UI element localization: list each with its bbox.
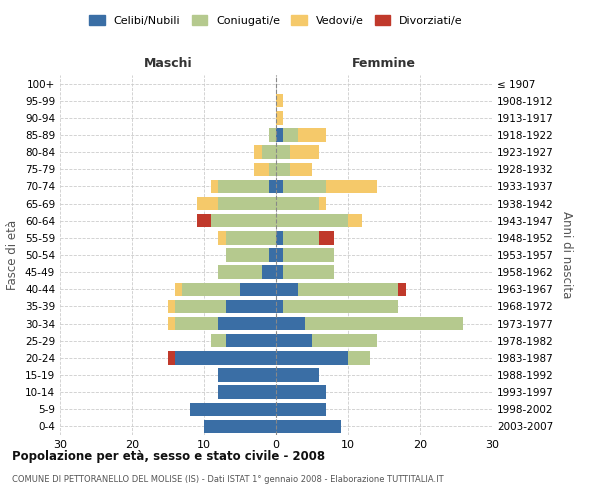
Bar — [168, 317, 175, 330]
Bar — [182, 282, 240, 296]
Bar — [283, 128, 298, 141]
Bar — [269, 180, 276, 193]
Bar — [276, 197, 319, 210]
Bar — [312, 334, 377, 347]
Bar — [326, 180, 377, 193]
Bar — [226, 300, 276, 313]
Bar — [269, 162, 276, 176]
Bar — [276, 180, 283, 193]
Y-axis label: Fasce di età: Fasce di età — [7, 220, 19, 290]
Bar — [168, 351, 175, 364]
Bar — [276, 368, 319, 382]
Text: COMUNE DI PETTORANELLO DEL MOLISE (IS) - Dati ISTAT 1° gennaio 2008 - Elaborazio: COMUNE DI PETTORANELLO DEL MOLISE (IS) -… — [12, 475, 443, 484]
Bar — [276, 317, 305, 330]
Bar — [218, 386, 276, 399]
Bar — [211, 180, 218, 193]
Legend: Celibi/Nubili, Coniugati/e, Vedovi/e, Divorziati/e: Celibi/Nubili, Coniugati/e, Vedovi/e, Di… — [85, 10, 467, 30]
Bar — [276, 94, 283, 108]
Bar — [276, 162, 290, 176]
Bar — [276, 248, 283, 262]
Bar — [276, 111, 283, 124]
Text: Maschi: Maschi — [143, 57, 193, 70]
Bar — [218, 317, 276, 330]
Bar — [276, 128, 283, 141]
Bar — [276, 266, 283, 279]
Bar — [218, 368, 276, 382]
Bar — [240, 282, 276, 296]
Bar — [283, 231, 319, 244]
Bar — [218, 197, 276, 210]
Bar — [269, 248, 276, 262]
Bar — [276, 351, 348, 364]
Bar — [276, 231, 283, 244]
Bar — [204, 420, 276, 433]
Bar — [262, 266, 276, 279]
Bar — [319, 197, 326, 210]
Bar — [319, 231, 334, 244]
Bar — [211, 334, 226, 347]
Bar — [211, 214, 276, 228]
Text: Femmine: Femmine — [352, 57, 416, 70]
Bar — [197, 197, 218, 210]
Bar — [218, 180, 269, 193]
Bar — [218, 266, 262, 279]
Bar — [190, 402, 276, 416]
Bar — [175, 351, 276, 364]
Bar — [276, 420, 341, 433]
Bar — [298, 128, 326, 141]
Bar — [290, 146, 319, 159]
Bar — [276, 146, 290, 159]
Bar — [283, 300, 398, 313]
Bar — [168, 300, 175, 313]
Bar — [290, 162, 312, 176]
Bar — [283, 248, 334, 262]
Bar — [276, 334, 312, 347]
Bar — [262, 146, 276, 159]
Bar — [197, 214, 211, 228]
Y-axis label: Anni di nascita: Anni di nascita — [560, 212, 573, 298]
Bar — [226, 248, 269, 262]
Bar — [254, 162, 269, 176]
Bar — [218, 231, 226, 244]
Bar — [348, 214, 362, 228]
Bar — [283, 180, 326, 193]
Bar — [305, 317, 463, 330]
Bar — [276, 300, 283, 313]
Bar — [276, 402, 326, 416]
Bar — [276, 214, 348, 228]
Bar — [276, 386, 326, 399]
Bar — [226, 334, 276, 347]
Bar — [398, 282, 406, 296]
Bar — [175, 317, 218, 330]
Bar — [283, 266, 334, 279]
Text: Popolazione per età, sesso e stato civile - 2008: Popolazione per età, sesso e stato civil… — [12, 450, 325, 463]
Bar — [175, 300, 226, 313]
Bar — [276, 282, 298, 296]
Bar — [254, 146, 262, 159]
Bar — [269, 128, 276, 141]
Bar — [226, 231, 276, 244]
Bar — [298, 282, 398, 296]
Bar — [175, 282, 182, 296]
Bar — [348, 351, 370, 364]
